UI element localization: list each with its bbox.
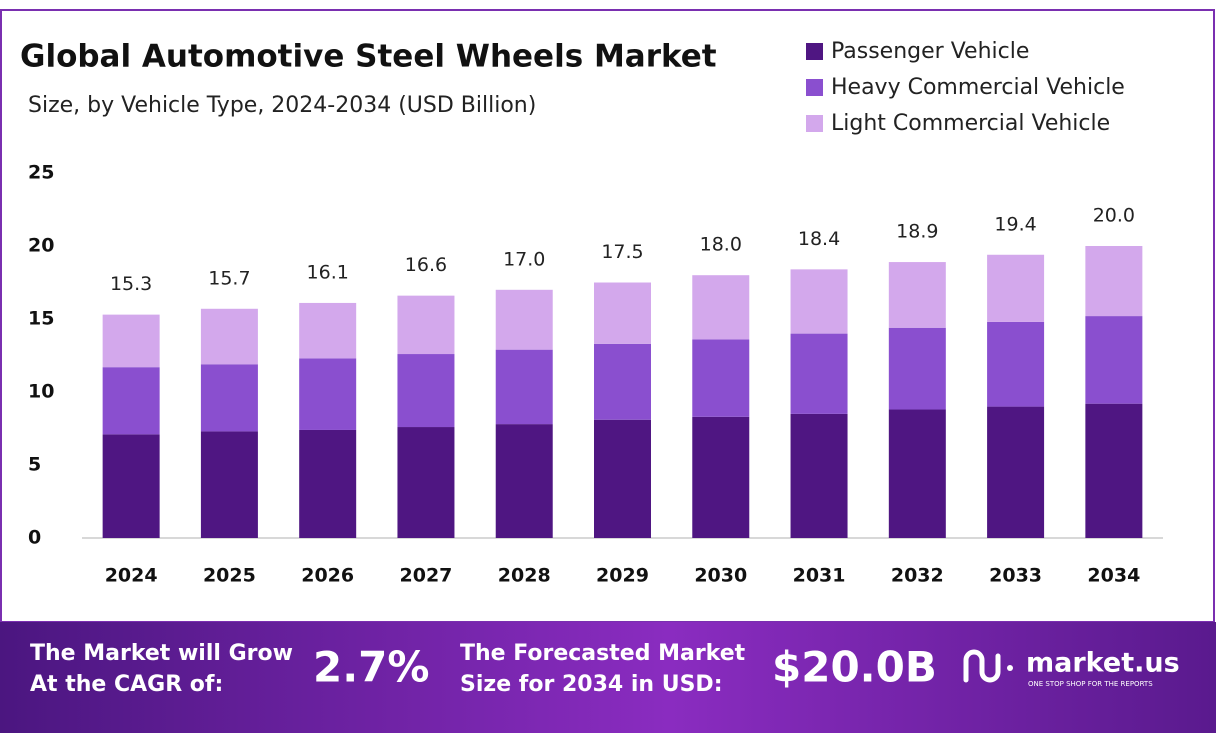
- bar-segment: [888, 409, 946, 538]
- x-tick-label: 2028: [498, 565, 551, 587]
- bar-segment: [495, 349, 553, 425]
- brand-tagline: ONE STOP SHOP FOR THE REPORTS: [1028, 680, 1153, 688]
- forecast-text: The Forecasted Market: [460, 641, 746, 666]
- total-label: 18.0: [700, 234, 742, 256]
- y-tick-label: 20: [28, 235, 54, 257]
- total-label: 19.4: [994, 213, 1036, 235]
- total-label: 15.3: [110, 273, 152, 295]
- bar-segment: [299, 429, 357, 538]
- legend-swatch: [806, 43, 823, 60]
- legend-label: Passenger Vehicle: [831, 39, 1029, 64]
- bar-segment: [397, 295, 455, 355]
- x-tick-label: 2034: [1087, 565, 1140, 587]
- y-tick-label: 25: [28, 162, 54, 184]
- y-tick-label: 5: [28, 454, 41, 476]
- x-tick-label: 2025: [203, 565, 256, 587]
- bar-segment: [987, 254, 1045, 322]
- brand-name: market.us: [1026, 648, 1180, 679]
- x-tick-label: 2032: [891, 565, 944, 587]
- bar-segment: [1085, 403, 1143, 538]
- bar-segment: [397, 427, 455, 538]
- total-label: 20.0: [1093, 205, 1135, 227]
- bar-segment: [495, 424, 553, 538]
- y-tick-label: 10: [28, 381, 54, 403]
- bar-segment: [1085, 246, 1143, 317]
- bar-segment: [692, 275, 750, 340]
- bar-segment: [594, 282, 651, 344]
- forecast-value: $20.0B: [772, 643, 937, 692]
- total-label: 17.0: [503, 248, 545, 270]
- chart-subtitle: Size, by Vehicle Type, 2024-2034 (USD Bi…: [28, 93, 536, 118]
- y-tick-label: 15: [28, 308, 54, 330]
- bar-segment: [495, 289, 553, 350]
- x-tick-label: 2027: [400, 565, 453, 587]
- bar-segment: [397, 354, 455, 428]
- x-tick-label: 2030: [694, 565, 747, 587]
- x-tick-label: 2033: [989, 565, 1042, 587]
- bar-segment: [594, 419, 651, 538]
- legend-label: Heavy Commercial Vehicle: [831, 75, 1125, 100]
- y-tick-label: 0: [28, 527, 41, 549]
- chart-title: Global Automotive Steel Wheels Market: [20, 39, 717, 75]
- legend-swatch: [806, 115, 823, 132]
- bar-segment: [102, 367, 160, 435]
- forecast-text: Size for 2034 in USD:: [460, 672, 723, 697]
- bar-segment: [102, 314, 160, 368]
- legend-label: Light Commercial Vehicle: [831, 111, 1110, 136]
- bar-segment: [1085, 316, 1143, 404]
- bar-segment: [790, 269, 848, 334]
- bar-segment: [200, 308, 258, 365]
- bar-segment: [888, 262, 946, 328]
- cagr-text: At the CAGR of:: [30, 672, 223, 697]
- cagr-value: 2.7%: [313, 643, 429, 692]
- total-label: 18.4: [798, 228, 840, 250]
- bar-segment: [987, 406, 1045, 538]
- x-tick-label: 2026: [301, 565, 354, 587]
- total-label: 16.6: [405, 254, 447, 276]
- brand-logo: [963, 649, 1013, 683]
- total-label: 16.1: [307, 261, 349, 283]
- bar-segment: [790, 413, 848, 538]
- cagr-text: The Market will Grow: [30, 641, 293, 666]
- bar-segment: [888, 327, 946, 410]
- bar-segment: [987, 321, 1045, 407]
- legend-swatch: [806, 79, 823, 96]
- bar-segment: [200, 431, 258, 538]
- total-label: 17.5: [601, 241, 643, 263]
- x-tick-label: 2029: [596, 565, 649, 587]
- x-tick-label: 2031: [793, 565, 846, 587]
- bar-segment: [200, 364, 258, 432]
- bar-segment: [692, 416, 750, 538]
- footer-banner: [0, 622, 1216, 733]
- total-label: 18.9: [896, 221, 938, 243]
- total-label: 15.7: [208, 267, 250, 289]
- bar-segment: [790, 333, 848, 414]
- bar-segment: [299, 302, 357, 359]
- bar-segment: [102, 434, 160, 538]
- bar-segment: [692, 339, 750, 417]
- x-tick-label: 2024: [105, 565, 158, 587]
- bar-segment: [299, 358, 357, 430]
- bar-segment: [594, 343, 651, 420]
